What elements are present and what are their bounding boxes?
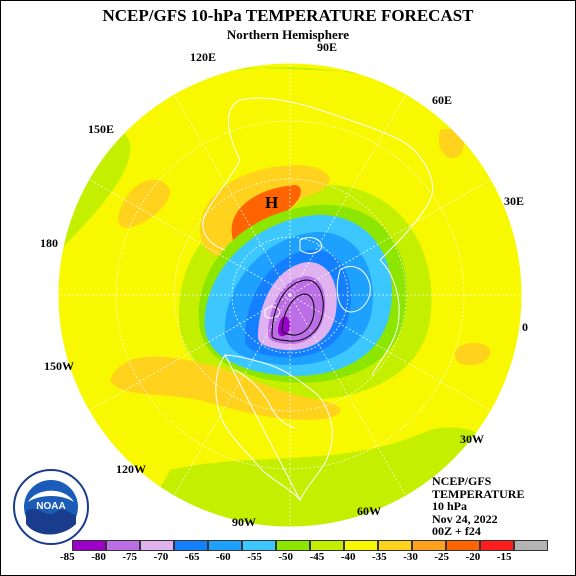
- contours: [271, 279, 324, 342]
- info-variable: TEMPERATURE: [432, 486, 525, 501]
- colorbar-swatch: [106, 540, 140, 551]
- colorbar-swatch: [174, 540, 208, 551]
- colorbar-swatch: [208, 540, 242, 551]
- colorbar-swatch: [480, 540, 514, 551]
- meridians: [58, 63, 522, 527]
- colorbar-tick-label: -25: [434, 551, 450, 563]
- colorbar-swatch: [276, 540, 310, 551]
- lon-label-60e: 60E: [432, 93, 453, 107]
- temp-field-orange-ne: [438, 129, 464, 159]
- colorbar-tick-label: -70: [153, 551, 169, 563]
- info-level: 10 hPa: [432, 499, 468, 513]
- high-pressure-marker: H: [265, 193, 279, 212]
- colorbar-swatch: [446, 540, 480, 551]
- info-cycle: 00Z + f24: [432, 524, 481, 538]
- colorbar-tick-label: -35: [372, 551, 387, 563]
- temp-field-lightgreen-west: [58, 130, 131, 250]
- lon-label-60w: 60W: [357, 504, 381, 518]
- logo-text: NOAA: [36, 501, 65, 512]
- colorbar-tick-label: -15: [496, 551, 512, 563]
- colorbar-swatch: [72, 540, 106, 551]
- coastlines: [202, 97, 434, 502]
- lon-label-90e: 90E: [317, 40, 338, 54]
- colorbar-tick-label: -50: [278, 551, 294, 563]
- colorbar-tick-label: -55: [247, 551, 262, 563]
- colorbar: [72, 540, 548, 551]
- colorbar-swatch: [310, 540, 344, 551]
- temp-field-orange-west: [118, 179, 171, 228]
- info-date: Nov 24, 2022: [432, 511, 498, 526]
- temp-field-orange-sw: [110, 356, 341, 420]
- forecast-info: NCEP/GFS TEMPERATURE 10 hPa Nov 24, 2022…: [432, 475, 524, 538]
- noaa-logo: NOAA: [13, 469, 89, 545]
- page-title: NCEP/GFS 10-hPa TEMPERATURE FORECAST: [102, 6, 474, 25]
- colorbar-tick-label: -60: [216, 551, 231, 563]
- colorbar-tick-label: -65: [184, 551, 200, 563]
- colorbar-swatch: [140, 540, 174, 551]
- colorbar-swatch: [378, 540, 412, 551]
- page-subtitle: Northern Hemisphere: [226, 27, 350, 42]
- lon-label-180: 180: [40, 236, 58, 250]
- lon-label-120w: 120W: [116, 462, 146, 476]
- lon-label-90w: 90W: [232, 515, 256, 529]
- colorbar-swatch: [344, 540, 378, 551]
- lon-label-0: 0: [522, 320, 528, 334]
- colorbar-tick-label: -75: [122, 551, 138, 563]
- info-model: NCEP/GFS: [432, 474, 492, 488]
- colorbar-tick-label: -85: [60, 551, 75, 563]
- colorbar-tick-label: -80: [91, 551, 106, 563]
- colorbar-tick-label: -45: [309, 551, 325, 563]
- colorbar-swatch: [514, 540, 548, 551]
- lon-label-120e: 120E: [190, 50, 217, 64]
- lon-label-30e: 30E: [504, 194, 525, 208]
- map-boundary: [57, 62, 523, 528]
- colorbar-tick-label: -20: [465, 551, 481, 563]
- lon-label-150e: 150E: [88, 122, 115, 136]
- temp-field-deeppurple: [278, 316, 291, 337]
- lon-label-30w: 30W: [460, 432, 484, 446]
- colorbar-tick-label: -40: [340, 551, 356, 563]
- temp-field-orange-se: [455, 343, 491, 366]
- lon-label-150w: 150W: [44, 359, 74, 373]
- colorbar-swatch: [242, 540, 276, 551]
- colorbar-swatch: [412, 540, 446, 551]
- colorbar-ticks: -85 -80 -75 -70 -65 -60 -55 -50 -45 -40 -35 -30 -25 -…: [60, 551, 520, 565]
- colorbar-tick-label: -30: [403, 551, 418, 563]
